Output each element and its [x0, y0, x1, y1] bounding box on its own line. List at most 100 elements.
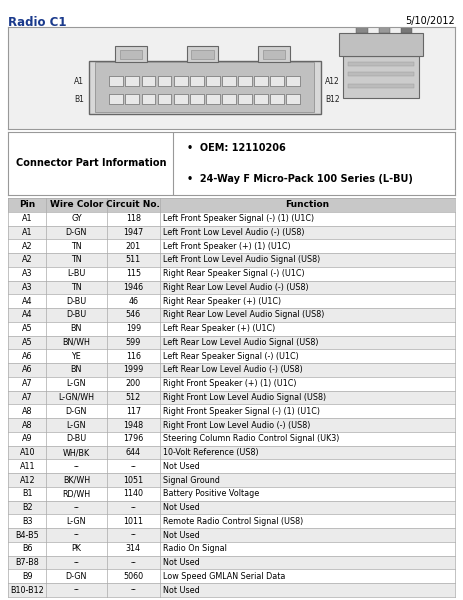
Bar [254, 76, 268, 86]
Bar [157, 94, 171, 104]
Text: A11: A11 [19, 462, 35, 471]
Bar [142, 94, 156, 104]
Text: Remote Radio Control Signal (US8): Remote Radio Control Signal (US8) [163, 517, 303, 526]
Bar [238, 94, 252, 104]
Text: YE: YE [71, 352, 81, 361]
Text: RD/WH: RD/WH [63, 490, 90, 499]
Text: Left Rear Speaker Signal (-) (U1C): Left Rear Speaker Signal (-) (U1C) [163, 352, 299, 361]
Text: --: -- [131, 462, 136, 471]
Bar [258, 46, 289, 62]
Bar [379, 21, 390, 33]
Bar [401, 21, 412, 33]
Bar [190, 76, 204, 86]
Text: 644: 644 [126, 448, 141, 457]
Text: Right Front Speaker Signal (-) (1) (U1C): Right Front Speaker Signal (-) (1) (U1C) [163, 407, 320, 416]
Text: GY: GY [71, 214, 81, 223]
Text: 46: 46 [128, 296, 138, 305]
Text: D-BU: D-BU [66, 296, 87, 305]
Bar [125, 94, 139, 104]
Text: L-GN: L-GN [67, 517, 86, 526]
Text: TN: TN [71, 283, 81, 292]
Text: 1999: 1999 [123, 365, 144, 374]
Bar [348, 62, 414, 66]
Text: B4-B5: B4-B5 [15, 530, 39, 539]
Text: 1947: 1947 [123, 228, 144, 237]
Bar [174, 76, 188, 86]
Bar [343, 56, 419, 98]
Text: A4: A4 [22, 296, 32, 305]
Bar [254, 94, 268, 104]
Text: A1: A1 [22, 228, 32, 237]
Bar [270, 76, 284, 86]
Bar [270, 94, 284, 104]
Text: 116: 116 [126, 352, 141, 361]
Text: B1: B1 [22, 490, 32, 499]
Text: B9: B9 [22, 572, 32, 581]
Text: Left Rear Speaker (+) (U1C): Left Rear Speaker (+) (U1C) [163, 324, 275, 333]
Text: A7: A7 [22, 379, 32, 388]
Text: 5060: 5060 [123, 572, 144, 581]
Text: Radio On Signal: Radio On Signal [163, 544, 227, 553]
Text: 200: 200 [126, 379, 141, 388]
Text: B12: B12 [325, 95, 340, 104]
Text: 511: 511 [126, 256, 141, 265]
Text: Not Used: Not Used [163, 586, 200, 595]
Text: A12: A12 [325, 77, 340, 86]
Bar [222, 94, 236, 104]
Text: L-GN: L-GN [67, 379, 86, 388]
Text: TN: TN [71, 256, 81, 265]
Text: L-GN: L-GN [67, 421, 86, 430]
Text: A2: A2 [22, 242, 32, 251]
Text: A6: A6 [22, 352, 32, 361]
Bar [109, 76, 123, 86]
Bar [142, 76, 156, 86]
Text: 546: 546 [126, 310, 141, 319]
Bar [348, 72, 414, 76]
Text: Right Rear Low Level Audio Signal (US8): Right Rear Low Level Audio Signal (US8) [163, 310, 324, 319]
Text: Connector Part Information: Connector Part Information [16, 158, 166, 169]
Text: A1: A1 [74, 77, 84, 86]
Text: 10-Volt Reference (US8): 10-Volt Reference (US8) [163, 448, 258, 457]
Text: 199: 199 [125, 324, 141, 333]
Text: 512: 512 [125, 393, 141, 402]
Bar [115, 46, 147, 62]
Text: B10-B12: B10-B12 [11, 586, 44, 595]
Text: Radio C1: Radio C1 [8, 16, 67, 29]
Text: 201: 201 [126, 242, 141, 251]
Bar [191, 50, 213, 59]
Text: BN: BN [71, 324, 82, 333]
Text: --: -- [131, 530, 136, 539]
Text: --: -- [74, 503, 79, 512]
Text: --: -- [131, 558, 136, 567]
Text: 599: 599 [125, 338, 141, 347]
Text: BN/WH: BN/WH [63, 338, 90, 347]
Text: A9: A9 [22, 434, 32, 443]
Text: 1948: 1948 [123, 421, 144, 430]
Text: B6: B6 [22, 544, 32, 553]
Text: Battery Positive Voltage: Battery Positive Voltage [163, 490, 259, 499]
Text: L-BU: L-BU [67, 269, 86, 278]
Bar [222, 76, 236, 86]
Text: 1946: 1946 [123, 283, 144, 292]
Bar [338, 33, 424, 56]
Bar [286, 76, 300, 86]
Text: A2: A2 [22, 256, 32, 265]
Text: Right Front Low Level Audio Signal (US8): Right Front Low Level Audio Signal (US8) [163, 393, 326, 402]
Bar [190, 94, 204, 104]
Text: --: -- [131, 586, 136, 595]
Text: --: -- [131, 503, 136, 512]
Text: --: -- [74, 586, 79, 595]
Text: 314: 314 [126, 544, 141, 553]
Bar [206, 94, 219, 104]
Text: Left Front Speaker Signal (-) (1) (U1C): Left Front Speaker Signal (-) (1) (U1C) [163, 214, 314, 223]
Bar [95, 62, 314, 112]
Text: Not Used: Not Used [163, 462, 200, 471]
Text: D-GN: D-GN [66, 572, 87, 581]
Bar [286, 94, 300, 104]
Text: Circuit No.: Circuit No. [106, 200, 160, 209]
Bar [187, 46, 218, 62]
Text: 115: 115 [126, 269, 141, 278]
Text: D-BU: D-BU [66, 434, 87, 443]
Text: A3: A3 [22, 283, 32, 292]
Text: Right Rear Speaker Signal (-) (U1C): Right Rear Speaker Signal (-) (U1C) [163, 269, 305, 278]
